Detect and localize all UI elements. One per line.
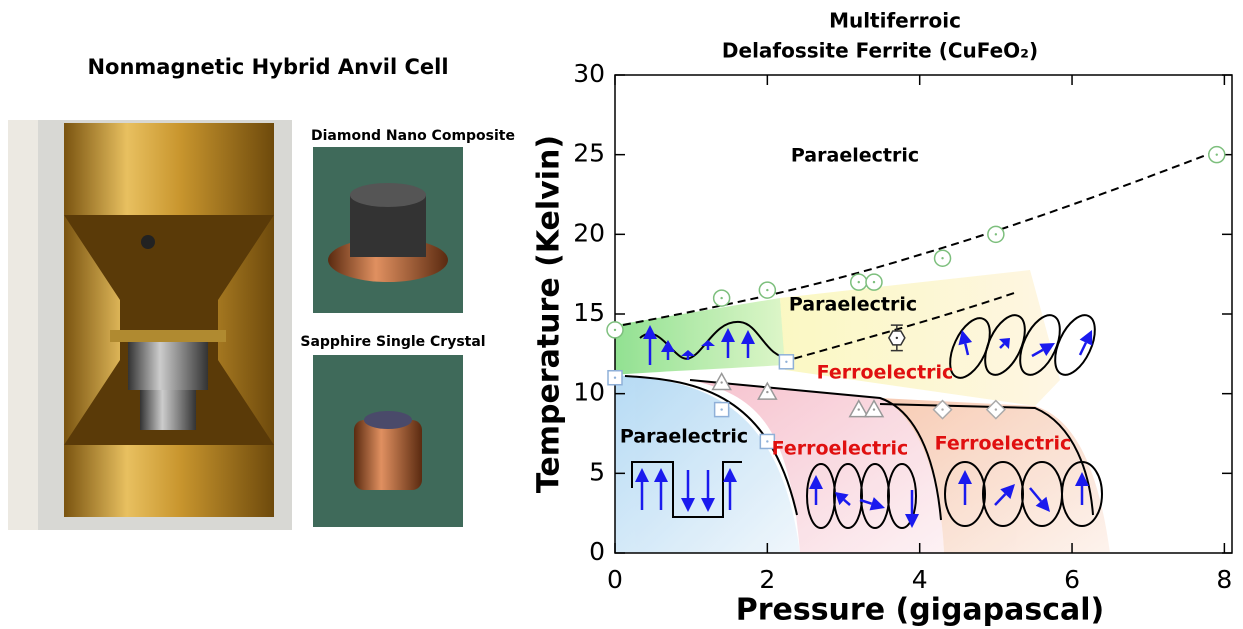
point-center <box>858 281 860 283</box>
region-label: Paraelectric <box>789 294 917 316</box>
y-tick-label: 25 <box>573 139 605 168</box>
point-center <box>873 281 875 283</box>
y-tick-label: 20 <box>573 218 605 247</box>
figure-title: Nonmagnetic Hybrid Anvil Cell <box>87 55 448 79</box>
y-tick-label: 0 <box>589 537 605 566</box>
y-tick-label: 10 <box>573 378 605 407</box>
diamond-anvil-photo <box>313 147 463 313</box>
x-tick-label: 4 <box>912 565 928 594</box>
y-tick-label: 15 <box>573 298 605 327</box>
anvil-cell-photo <box>8 120 292 530</box>
region-label: Paraelectric <box>620 426 748 448</box>
y-tick-label: 5 <box>589 457 605 486</box>
point-center <box>766 391 768 393</box>
point-center <box>766 289 768 291</box>
point-center <box>720 297 722 299</box>
x-axis-label: Pressure (gigapascal) <box>736 593 1105 628</box>
y-axis-label: Temperature (Kelvin) <box>532 135 567 493</box>
point-center <box>785 361 787 363</box>
point-center <box>941 408 943 410</box>
x-tick-label: 2 <box>759 565 775 594</box>
point-center <box>995 408 997 410</box>
point-center <box>614 377 616 379</box>
point-center <box>858 408 860 410</box>
point-center <box>1216 153 1218 155</box>
figure: Nonmagnetic Hybrid Anvil Cell Diamond Na… <box>0 0 1243 629</box>
sapphire-anvil-photo <box>313 355 463 527</box>
point-center <box>873 408 875 410</box>
point-center <box>720 381 722 383</box>
region-label: Ferroelectric <box>935 433 1072 455</box>
chart-title: Multiferroic <box>829 9 961 33</box>
photo-label: Diamond Nano Composite <box>311 128 515 144</box>
point-center <box>896 337 898 339</box>
spin-arrow <box>1080 343 1086 355</box>
x-tick-label: 8 <box>1216 565 1232 594</box>
photo-label: Sapphire Single Crystal <box>300 334 485 350</box>
chart-title: Delafossite Ferrite (CuFeO₂) <box>722 39 1038 63</box>
region-label: Ferroelectric <box>817 362 954 384</box>
x-tick-label: 0 <box>607 565 623 594</box>
point-center <box>614 329 616 331</box>
point-center <box>720 408 722 410</box>
point-center <box>995 233 997 235</box>
x-tick-label: 6 <box>1064 565 1080 594</box>
y-tick-label: 30 <box>573 59 605 88</box>
region-label: Paraelectric <box>791 145 919 167</box>
point-center <box>941 257 943 259</box>
region-label: Ferroelectric <box>772 438 909 460</box>
point-center <box>766 440 768 442</box>
